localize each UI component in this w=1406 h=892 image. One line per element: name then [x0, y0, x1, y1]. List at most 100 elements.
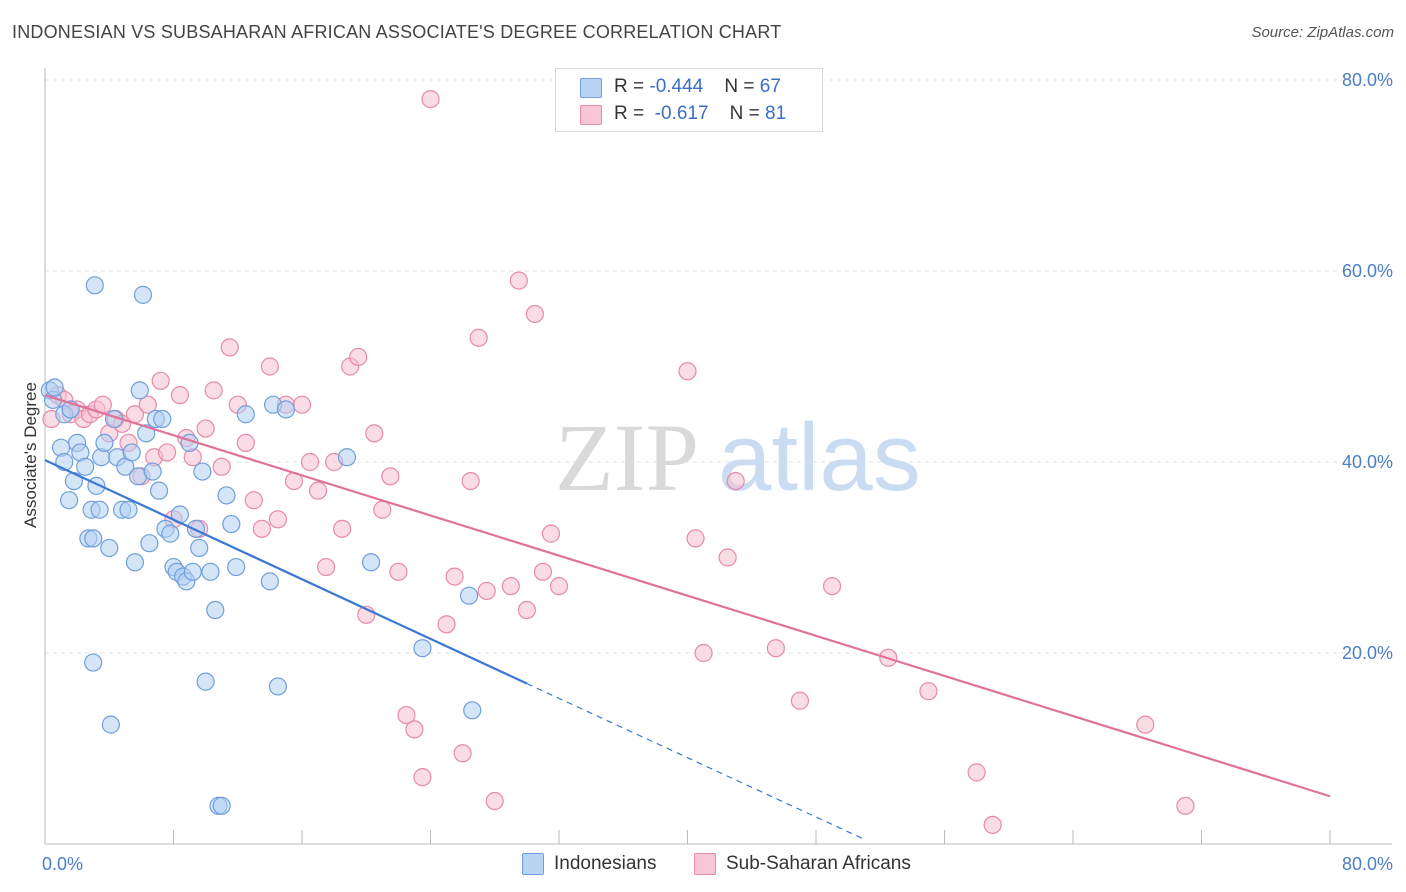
data-point-subsaharan	[678, 362, 697, 381]
data-point-subsaharan	[292, 395, 312, 414]
data-point-indonesians	[222, 514, 241, 534]
data-point-subsaharan	[389, 562, 408, 581]
y-tick-label: 40.0%	[1342, 452, 1393, 472]
data-point-subsaharan	[157, 443, 177, 462]
legend-r-label: R =	[614, 103, 650, 124]
data-point-indonesians	[201, 562, 220, 581]
data-point-subsaharan	[381, 467, 400, 486]
data-point-indonesians	[193, 462, 212, 481]
data-point-indonesians	[183, 562, 202, 581]
trend-line-subsaharan	[44, 394, 1331, 798]
data-point-indonesians	[413, 639, 432, 658]
legend-n-value-indonesians: 67	[759, 76, 781, 97]
series-subsaharan-points	[42, 89, 1195, 835]
data-point-indonesians	[143, 462, 162, 481]
data-point-subsaharan	[790, 691, 810, 710]
data-point-indonesians	[133, 285, 153, 304]
x-tick-label: 0.0%	[42, 854, 83, 874]
data-point-subsaharan	[1176, 796, 1195, 815]
data-point-subsaharan	[268, 510, 288, 529]
source-label: Source: ZipAtlas.com	[1251, 24, 1394, 41]
data-point-indonesians	[153, 409, 172, 429]
data-point-subsaharan	[766, 639, 785, 658]
data-point-indonesians	[76, 457, 95, 476]
data-point-indonesians	[84, 529, 103, 548]
data-point-subsaharan	[477, 581, 496, 601]
data-point-indonesians	[100, 538, 119, 558]
data-point-subsaharan	[501, 577, 520, 596]
data-point-indonesians	[276, 400, 296, 419]
data-point-subsaharan	[397, 705, 416, 725]
legend-n-label: N =	[729, 103, 766, 124]
correlation-legend: R = -0.444 N = 67 R = -0.617 N = 81	[555, 68, 823, 132]
data-point-subsaharan	[138, 395, 157, 414]
data-point-indonesians	[227, 557, 246, 577]
data-point-subsaharan	[469, 328, 488, 347]
x-tick-label: 80.0%	[1342, 854, 1393, 874]
data-point-subsaharan	[260, 357, 279, 376]
data-point-indonesians	[95, 433, 114, 452]
chart-title: INDONESIAN VS SUBSAHARAN AFRICAN ASSOCIA…	[12, 22, 782, 42]
bottom-legend-label-indonesians: Indonesians	[554, 853, 657, 874]
data-point-subsaharan	[333, 519, 352, 538]
data-point-subsaharan	[718, 548, 737, 567]
data-point-subsaharan	[300, 452, 320, 472]
data-point-subsaharan	[212, 457, 231, 476]
legend-r-value-subsaharan: -0.617	[649, 103, 709, 124]
data-point-subsaharan	[983, 815, 1002, 835]
data-point-subsaharan	[686, 529, 705, 548]
data-point-indonesians	[459, 586, 479, 605]
data-point-subsaharan	[308, 481, 328, 500]
data-point-indonesians	[337, 448, 357, 467]
data-point-subsaharan	[252, 519, 271, 538]
data-point-subsaharan	[196, 419, 215, 438]
legend-n-value-subsaharan: 81	[765, 103, 787, 124]
data-point-indonesians	[212, 796, 231, 815]
data-point-indonesians	[59, 491, 79, 510]
y-tick-label: 60.0%	[1342, 261, 1393, 281]
data-point-subsaharan	[822, 577, 842, 596]
data-point-indonesians	[217, 486, 236, 505]
data-point-subsaharan	[437, 615, 456, 634]
y-tick-label: 20.0%	[1342, 643, 1393, 663]
watermark-zip: ZIP	[555, 404, 699, 511]
data-point-subsaharan	[726, 472, 745, 491]
data-point-indonesians	[268, 677, 288, 696]
legend-r-value-indonesians: -0.444	[649, 76, 704, 97]
data-point-subsaharan	[517, 600, 536, 620]
legend-r-label: R =	[614, 76, 650, 97]
data-point-indonesians	[161, 524, 180, 543]
data-point-indonesians	[463, 701, 482, 720]
y-tick-labels: 20.0% 40.0% 60.0% 80.0%	[1342, 70, 1393, 663]
data-point-subsaharan	[236, 433, 255, 452]
data-point-subsaharan	[220, 338, 239, 357]
data-point-indonesians	[45, 378, 64, 397]
data-point-subsaharan	[170, 386, 190, 405]
data-point-indonesians	[186, 519, 206, 538]
data-point-indonesians	[85, 276, 104, 295]
data-point-subsaharan	[967, 763, 986, 782]
data-point-indonesians	[122, 443, 141, 462]
grid-lines	[45, 79, 1392, 654]
legend-swatch-indonesians	[580, 78, 602, 98]
data-point-indonesians	[90, 500, 109, 519]
data-point-subsaharan	[453, 744, 472, 763]
data-point-subsaharan	[405, 720, 424, 739]
watermark-atlas: atlas	[718, 404, 921, 511]
data-point-subsaharan	[413, 768, 432, 787]
data-point-indonesians	[149, 481, 169, 500]
data-point-indonesians	[84, 653, 103, 672]
bottom-legend-label-subsaharan: Sub-Saharan Africans	[726, 853, 911, 874]
data-point-subsaharan	[549, 577, 569, 596]
trend-lines	[44, 394, 1331, 840]
data-point-subsaharan	[541, 524, 561, 543]
data-point-indonesians	[190, 538, 209, 558]
legend-n-label: N =	[724, 76, 760, 97]
data-point-indonesians	[260, 572, 279, 591]
trend-line-indonesians	[44, 459, 528, 685]
data-point-indonesians	[125, 553, 145, 572]
data-point-subsaharan	[1136, 715, 1155, 734]
data-point-subsaharan	[349, 347, 368, 367]
data-point-subsaharan	[533, 562, 553, 581]
